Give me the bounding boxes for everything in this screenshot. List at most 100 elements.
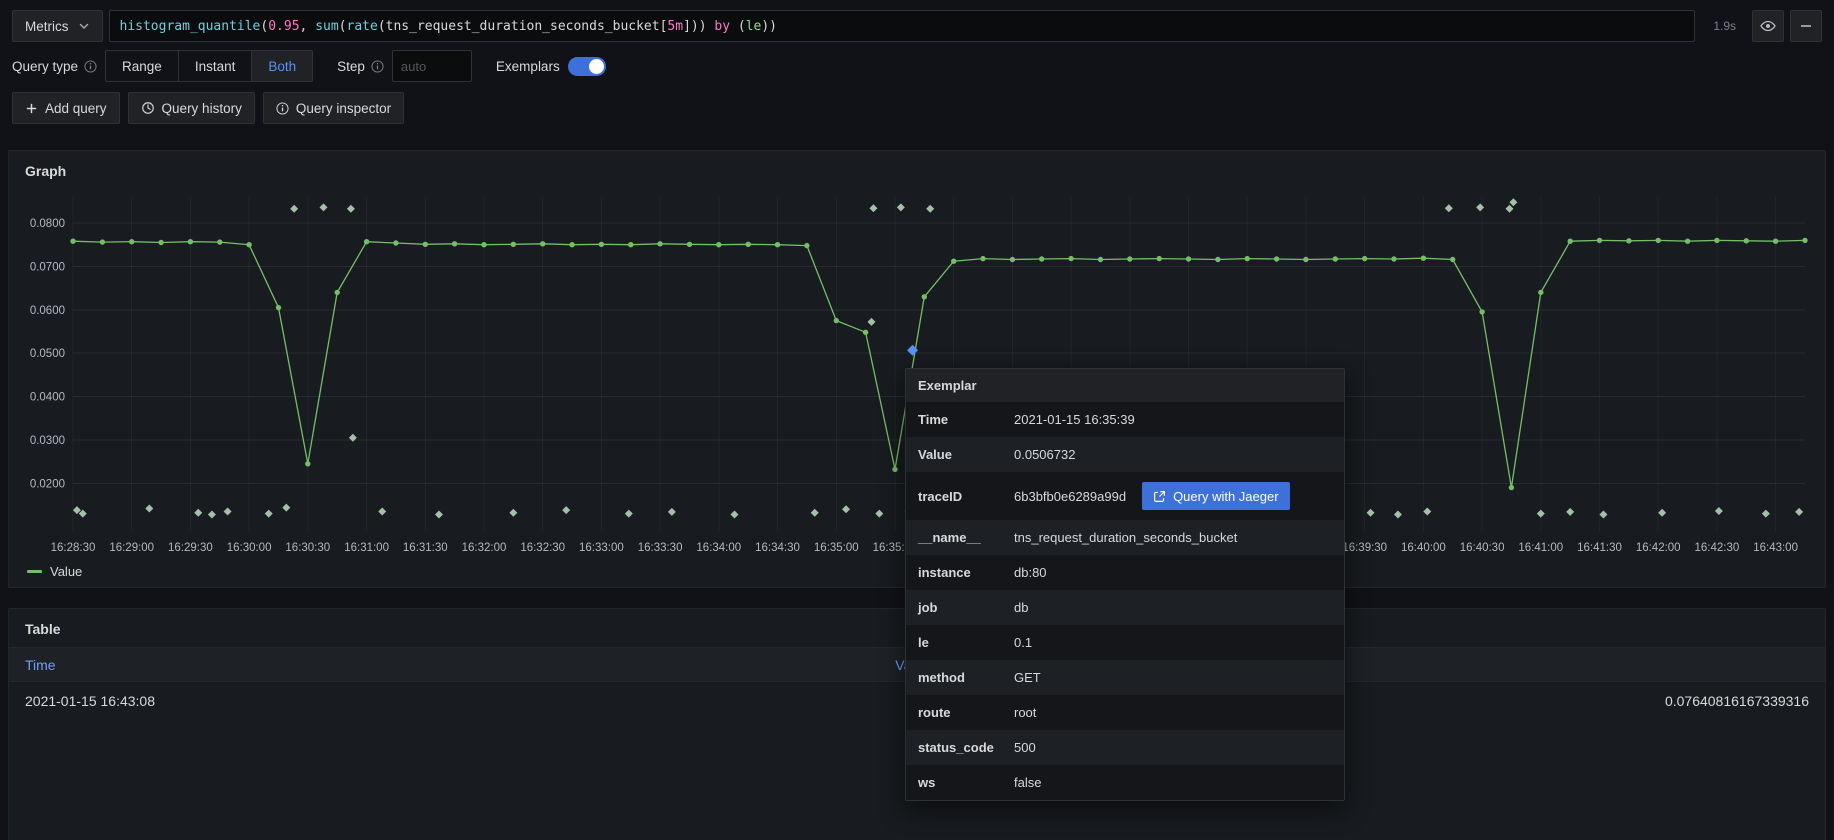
query-input[interactable]: histogram_quantile(0.95, sum(rate(tns_re… (108, 10, 1696, 42)
info-icon (276, 101, 289, 115)
exemplar-field-value: 500 (1014, 740, 1036, 755)
query-type-instant-button[interactable]: Instant (177, 51, 252, 81)
exemplar-field-label: Time (918, 412, 949, 427)
svg-text:16:40:30: 16:40:30 (1460, 542, 1505, 554)
exemplars-toggle[interactable] (567, 56, 606, 76)
table-cell: 2021-01-15 16:43:08 (25, 693, 155, 709)
exemplar-tooltip-title: Exemplar (906, 369, 1344, 402)
graph-panel-title: Graph (25, 163, 67, 179)
exemplar-field-label: ws (918, 775, 936, 790)
graph-legend-item[interactable]: Value (25, 560, 1809, 581)
svg-text:16:41:30: 16:41:30 (1577, 542, 1622, 554)
svg-text:0.0400: 0.0400 (30, 392, 65, 404)
query-type-group: Range Instant Both (105, 50, 314, 82)
svg-text:16:42:00: 16:42:00 (1636, 542, 1681, 554)
add-query-button[interactable]: Add query (12, 92, 120, 124)
exemplar-row-time: Time 2021-01-15 16:35:39 (906, 402, 1344, 437)
table-cell: 0.07640816167339316 (1664, 693, 1809, 709)
step-label: Step (337, 59, 384, 74)
history-icon (141, 101, 155, 115)
table-panel-title: Table (25, 621, 61, 637)
exemplar-row-le: le 0.1 (906, 625, 1344, 660)
svg-text:16:29:30: 16:29:30 (168, 542, 213, 554)
query-with-jaeger-button[interactable]: Query with Jaeger (1142, 482, 1290, 510)
query-inspector-button[interactable]: Query inspector (262, 92, 405, 124)
exemplar-field-value: tns_request_duration_seconds_bucket (1014, 530, 1238, 545)
svg-text:16:30:00: 16:30:00 (227, 542, 272, 554)
external-link-icon (1153, 490, 1166, 503)
svg-text:16:41:00: 16:41:00 (1518, 542, 1563, 554)
svg-text:16:32:00: 16:32:00 (462, 542, 507, 554)
exemplars-label: Exemplars (495, 58, 560, 74)
svg-text:16:40:00: 16:40:00 (1401, 542, 1446, 554)
query-type-label: Query type (12, 59, 97, 74)
query-type-both-button[interactable]: Both (251, 51, 313, 81)
exemplar-field-value: db:80 (1014, 565, 1047, 580)
svg-text:0.0300: 0.0300 (30, 435, 65, 447)
table-header-time[interactable]: Time (9, 647, 880, 682)
query-history-button[interactable]: Query history (127, 92, 255, 124)
exemplar-field-label: job (918, 600, 938, 615)
svg-text:16:43:00: 16:43:00 (1753, 542, 1798, 554)
svg-text:16:34:00: 16:34:00 (696, 542, 741, 554)
exemplar-row-traceid: traceID 6b3bfb0e6289a99d Query with Jaeger (906, 472, 1344, 520)
step-input[interactable] (391, 50, 472, 82)
remove-query-button[interactable] (1790, 10, 1822, 42)
svg-text:0.0200: 0.0200 (30, 478, 65, 490)
svg-text:16:32:30: 16:32:30 (520, 542, 565, 554)
exemplar-row-instance: instance db:80 (906, 555, 1344, 590)
exemplar-field-label: method (918, 670, 965, 685)
svg-text:16:31:30: 16:31:30 (403, 542, 448, 554)
svg-text:16:42:30: 16:42:30 (1695, 542, 1740, 554)
exemplar-field-label: le (918, 635, 929, 650)
table-row: 2021-01-15 16:43:08 0.07640816167339316 (9, 682, 1825, 721)
exemplar-field-value: 0.0506732 (1014, 447, 1076, 462)
exemplar-row-route: route root (906, 695, 1344, 730)
exemplar-field-value: root (1014, 705, 1037, 720)
plus-icon (25, 102, 38, 115)
toggle-query-visibility-button[interactable] (1752, 10, 1784, 42)
svg-text:0.0700: 0.0700 (30, 261, 65, 273)
exemplar-field-value: 2021-01-15 16:35:39 (1014, 412, 1135, 427)
svg-text:0.0800: 0.0800 (30, 218, 65, 230)
eye-icon (1760, 18, 1776, 34)
svg-text:16:33:00: 16:33:00 (579, 542, 624, 554)
svg-text:16:28:30: 16:28:30 (51, 542, 96, 554)
svg-text:0.0500: 0.0500 (30, 348, 65, 360)
info-icon (84, 59, 97, 73)
minus-icon (1799, 19, 1813, 33)
exemplar-rows: Time 2021-01-15 16:35:39 Value 0.0506732 tra… (906, 402, 1344, 800)
svg-text:16:33:30: 16:33:30 (638, 542, 683, 554)
exemplar-field-label: status_code (918, 740, 994, 755)
graph-panel: Graph 16:28:30 16:29:00 16:29:30 16:30:00 16… (8, 150, 1826, 588)
exemplar-field-value: 0.1 (1014, 635, 1033, 650)
exemplar-row-status-code: status_code 500 (906, 730, 1344, 765)
exemplar-field-value: false (1014, 775, 1042, 790)
exemplar-field-label: instance (918, 565, 971, 580)
legend-series-label: Value (50, 564, 83, 579)
exemplar-field-label: __name__ (918, 530, 981, 545)
exemplar-row-ws: ws false (906, 765, 1344, 800)
exemplar-field-label: traceID (918, 488, 963, 504)
metrics-dropdown-label: Metrics (25, 18, 69, 34)
svg-text:16:29:00: 16:29:00 (109, 542, 154, 554)
query-duration: 1.9s (1713, 19, 1736, 33)
legend-series-dash (27, 570, 42, 573)
exemplar-field-label: Value (918, 447, 952, 462)
svg-text:16:34:30: 16:34:30 (755, 542, 800, 554)
exemplar-field-value: db (1014, 600, 1029, 615)
exemplar-row-job: job db (906, 590, 1344, 625)
query-editor: Metrics histogram_quantile(0.95, sum(rat… (0, 0, 1834, 124)
svg-text:16:39:30: 16:39:30 (1342, 542, 1387, 554)
exemplar-row-method: method GET (906, 660, 1344, 695)
exemplar-row-value: Value 0.0506732 (906, 437, 1344, 472)
query-type-range-button[interactable]: Range (106, 51, 178, 81)
exemplar-tooltip: Exemplar Time 2021-01-15 16:35:39 Value 0.0… (905, 368, 1345, 801)
svg-text:16:31:00: 16:31:00 (344, 542, 389, 554)
caret-down-icon (78, 20, 90, 32)
metrics-dropdown[interactable]: Metrics (12, 10, 103, 42)
exemplar-field-value: 6b3bfb0e6289a99d (1014, 488, 1127, 504)
info-icon (371, 59, 384, 73)
exemplar-row-name: __name__ tns_request_duration_seconds_buc… (906, 520, 1344, 555)
svg-text:16:30:30: 16:30:30 (285, 542, 330, 554)
